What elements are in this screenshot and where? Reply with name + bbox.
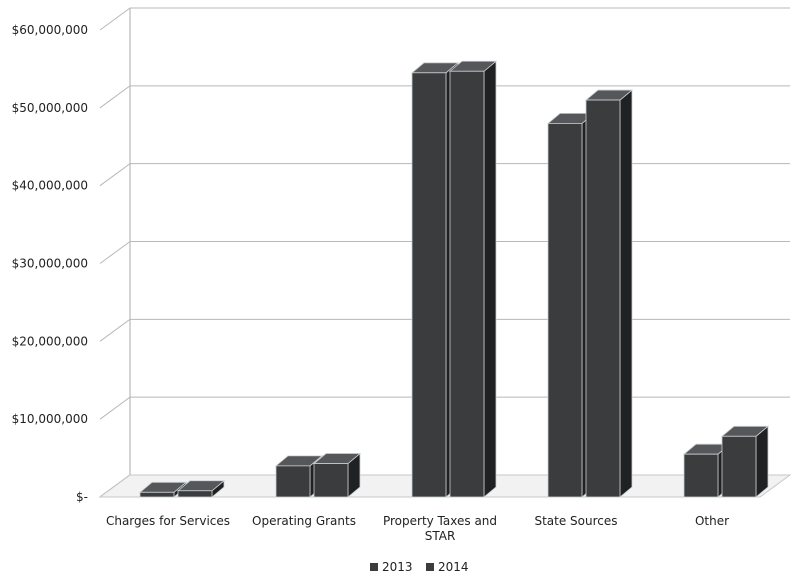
category-label-2: STAR	[425, 529, 456, 543]
bar-2014-2	[448, 60, 498, 498]
bar-side	[483, 60, 497, 498]
category-label-4: Other	[695, 514, 729, 528]
legend-swatch	[370, 563, 378, 571]
legend-item-2014: 2014	[426, 560, 469, 574]
gridline	[99, 85, 790, 109]
category-label-1: Operating Grants	[252, 514, 356, 528]
category-label-2: Property Taxes and	[383, 514, 497, 528]
bar-2014-3	[584, 89, 634, 498]
y-tick-label: $20,000,000	[12, 334, 88, 348]
y-tick-label: $40,000,000	[12, 179, 88, 193]
bar-front	[275, 465, 311, 498]
bar-front	[449, 70, 485, 498]
bar-front	[721, 435, 757, 498]
bar-2014-1	[312, 452, 362, 498]
bar-2014-0	[176, 479, 226, 498]
y-axis-tick-labels: $- $10,000,000 $20,000,000 $30,000,000 $40,0…	[12, 23, 88, 504]
category-label-3: State Sources	[534, 514, 617, 528]
y-tick-label: $10,000,000	[12, 412, 88, 426]
legend: 2013 2014	[370, 560, 469, 574]
bars	[138, 60, 770, 498]
bar-front	[313, 463, 349, 498]
y-tick-label: $50,000,000	[12, 101, 88, 115]
bar-2013-4	[682, 443, 732, 498]
legend-label: 2013	[382, 560, 413, 574]
legend-label: 2014	[438, 560, 469, 574]
legend-item-2013: 2013	[370, 560, 413, 574]
bar-front	[683, 453, 719, 498]
bar-front	[547, 123, 583, 498]
gridline	[99, 7, 790, 31]
category-labels: Charges for Services Operating Grants Prop…	[106, 514, 729, 543]
bar-side	[755, 425, 769, 498]
bar-side	[619, 89, 633, 498]
bar-front	[585, 99, 621, 498]
y-tick-label: $30,000,000	[12, 257, 88, 271]
bar-front	[411, 72, 447, 498]
bar-front	[177, 490, 213, 498]
legend-swatch	[426, 563, 434, 571]
bar-2014-4	[720, 425, 770, 498]
bar-front	[139, 491, 175, 498]
y-tick-label: $60,000,000	[12, 23, 88, 37]
category-label-0: Charges for Services	[106, 514, 230, 528]
y-tick-label: $-	[76, 490, 88, 504]
